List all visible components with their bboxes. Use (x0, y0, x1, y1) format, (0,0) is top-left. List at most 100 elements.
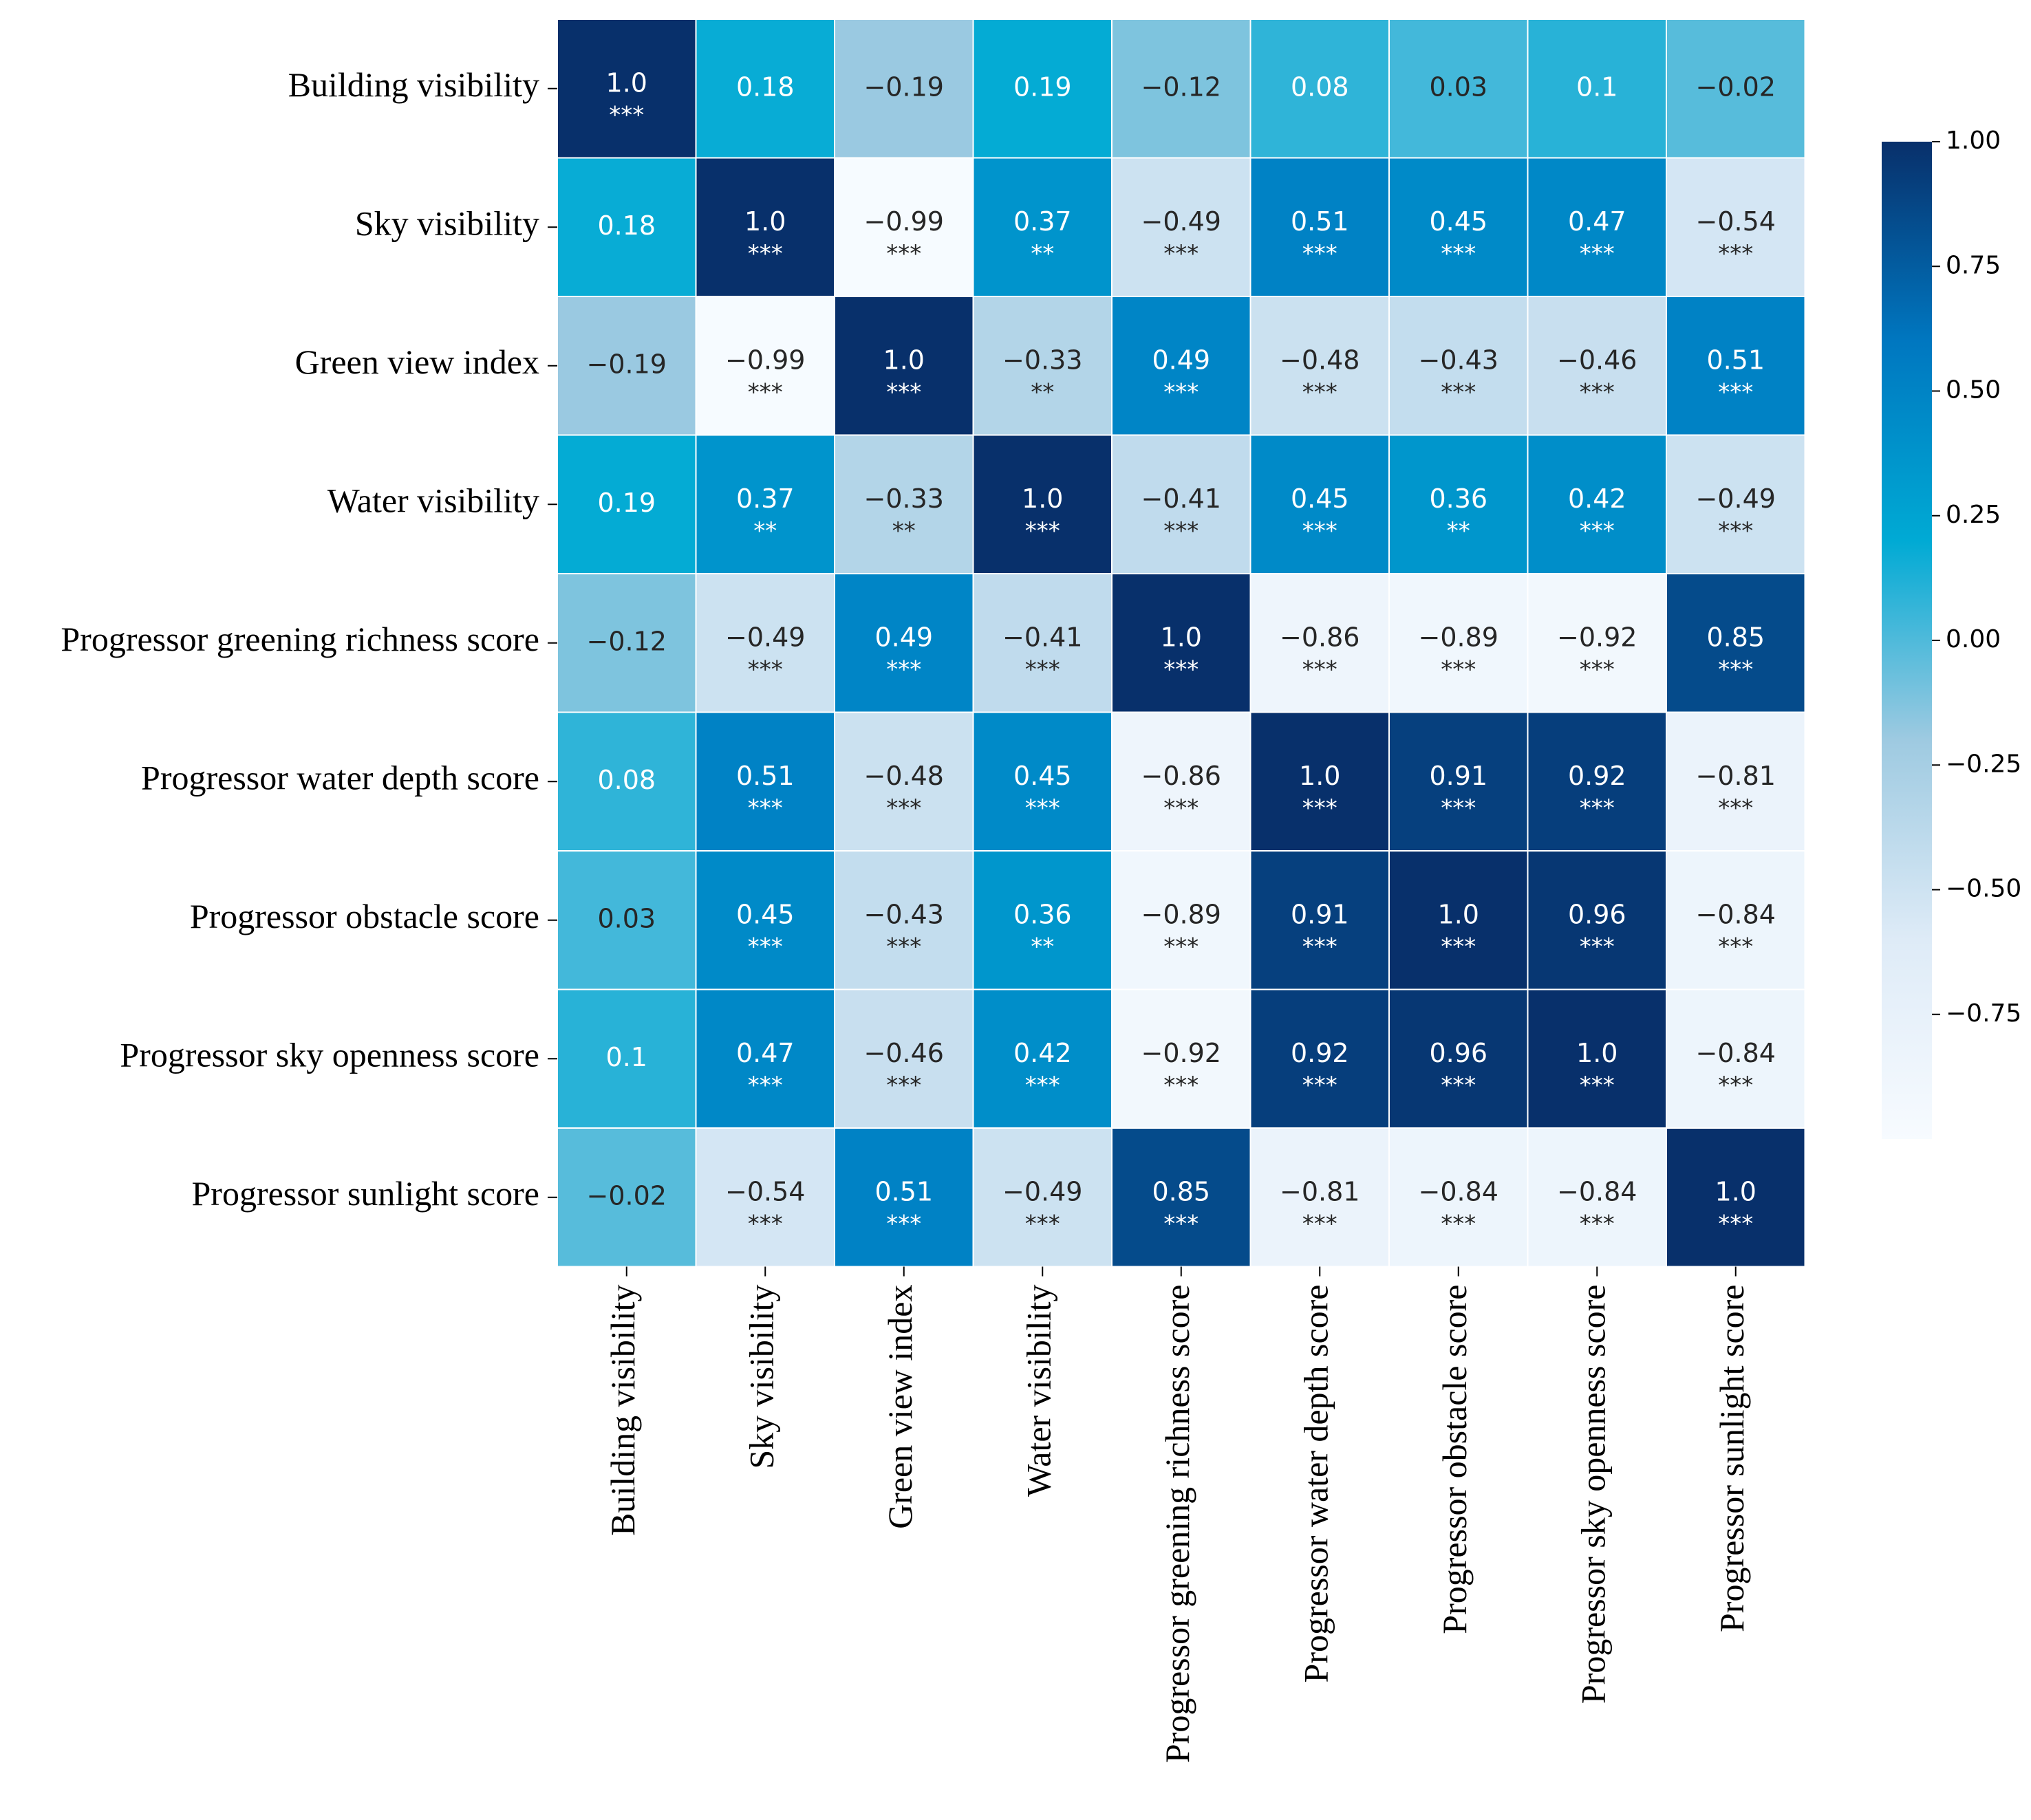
heatmap-cell (695, 573, 835, 713)
cell-significance-label: *** (1580, 517, 1615, 545)
cell-value-label: 0.49 (1152, 345, 1210, 375)
cell-value-label: 0.08 (597, 765, 656, 795)
cell-value-label: 0.37 (736, 484, 795, 514)
column-label: Progressor greening richness score (1158, 1285, 1196, 1764)
heatmap-cell (1666, 434, 1806, 574)
cell-value-label: 0.37 (1013, 206, 1072, 237)
colorbar-tick-label: 0.50 (1946, 376, 2001, 404)
heatmap-cell (834, 19, 974, 159)
heatmap-cell (972, 296, 1113, 436)
cell-value-label: −0.81 (1280, 1176, 1360, 1206)
cell-significance-label: *** (1718, 517, 1753, 545)
heatmap-cell (972, 988, 1113, 1129)
cell-significance-label: *** (1302, 1072, 1337, 1099)
cell-value-label: 0.47 (736, 1038, 795, 1068)
column-label: Water visibility (1020, 1285, 1058, 1497)
cell-significance-label: *** (1580, 240, 1615, 268)
row-label: Progressor sunlight score (192, 1174, 540, 1213)
cell-significance-label: *** (1163, 656, 1199, 683)
cell-value-label: 0.51 (736, 761, 795, 791)
cell-value-label: 0.51 (1706, 345, 1765, 375)
row-labels: Building visibility Sky visibility Green v… (61, 65, 557, 1213)
heatmap-cell (695, 711, 835, 852)
heatmap-cell (1388, 988, 1529, 1129)
cell-significance-label: *** (1441, 1210, 1476, 1237)
cell-value-label: 0.36 (1429, 484, 1487, 514)
cell-significance-label: *** (1441, 240, 1476, 268)
heatmap-cell (1527, 157, 1667, 297)
cell-value-label: 0.91 (1429, 761, 1487, 791)
cell-value-label: 1.0 (883, 345, 925, 375)
cell-value-label: −0.86 (1141, 761, 1221, 791)
heatmap-cell (557, 988, 697, 1129)
row-label: Sky visibility (355, 204, 539, 243)
heatmap-cell (1249, 1127, 1390, 1268)
column-label: Progressor sunlight score (1712, 1285, 1751, 1633)
cell-significance-label: *** (1302, 240, 1337, 268)
row-label: Progressor sky openness score (120, 1036, 539, 1074)
heatmap-cell (557, 850, 697, 990)
cell-significance-label: *** (1163, 933, 1199, 960)
colorbar-tick-label: 0.25 (1946, 501, 2001, 529)
cell-value-label: −0.33 (864, 484, 944, 514)
heatmap-cell (972, 157, 1113, 297)
cell-significance-label: *** (886, 240, 921, 268)
cell-significance-label: *** (1441, 933, 1476, 960)
heatmap-cell (972, 711, 1113, 852)
cell-significance-label: *** (748, 1210, 783, 1237)
cell-value-label: 0.18 (736, 72, 795, 102)
cell-value-label: −0.92 (1141, 1038, 1221, 1068)
cell-value-label: 0.1 (1576, 72, 1618, 102)
heatmap-cell (972, 573, 1113, 713)
heatmap-cell (1249, 988, 1390, 1129)
cell-significance-label: *** (886, 794, 921, 822)
column-label: Progressor sky openness score (1574, 1285, 1613, 1704)
cell-significance-label: *** (1025, 1210, 1060, 1237)
heatmap-cells: 1.0 *** 0.18 −0.19 0.19 −0.12 0.08 0.03 0.1 −0.02… (557, 19, 1806, 1268)
colorbar-gradient (1882, 142, 1932, 1139)
heatmap-cell (1111, 296, 1251, 436)
heatmap-cell (1388, 157, 1529, 297)
cell-value-label: −0.41 (1141, 484, 1221, 514)
cell-value-label: 1.0 (1576, 1038, 1618, 1068)
cell-value-label: 0.42 (1568, 484, 1626, 514)
heatmap-cell (557, 19, 697, 159)
heatmap-cell (1527, 850, 1667, 990)
row-label: Progressor greening richness score (61, 620, 539, 658)
row-label: Green view index (295, 343, 539, 381)
cell-significance-label: *** (886, 656, 921, 683)
cell-significance-label: *** (1718, 656, 1753, 683)
cell-value-label: 0.03 (1429, 72, 1487, 102)
cell-value-label: −0.92 (1557, 622, 1637, 652)
heatmap-cell (1666, 296, 1806, 436)
cell-value-label: −0.99 (725, 345, 805, 375)
heatmap-cell (1527, 711, 1667, 852)
cell-value-label: 0.49 (874, 622, 933, 652)
heatmap-cell (1111, 1127, 1251, 1268)
cell-value-label: 0.19 (597, 488, 656, 518)
row-label: Building visibility (288, 65, 539, 104)
cell-significance-label: *** (886, 378, 921, 406)
cell-value-label: −0.86 (1280, 622, 1360, 652)
heatmap-cell (1111, 157, 1251, 297)
heatmap-cell (972, 434, 1113, 574)
heatmap-cell (1666, 988, 1806, 1129)
row-label: Progressor water depth score (141, 759, 539, 797)
cell-value-label: −0.02 (587, 1180, 667, 1211)
cell-value-label: −0.49 (725, 622, 805, 652)
cell-value-label: 0.45 (1291, 484, 1349, 514)
cell-significance-label: *** (1580, 1210, 1615, 1237)
cell-value-label: 1.0 (1161, 622, 1202, 652)
cell-value-label: 0.08 (1291, 72, 1349, 102)
cell-significance-label: ** (1447, 517, 1470, 545)
cell-significance-label: *** (1441, 1072, 1476, 1099)
cell-significance-label: ** (892, 517, 916, 545)
cell-value-label: 0.51 (1291, 206, 1349, 237)
heatmap-cell (557, 157, 697, 297)
heatmap-cell (834, 573, 974, 713)
cell-value-label: −0.33 (1002, 345, 1082, 375)
cell-significance-label: *** (1302, 933, 1337, 960)
cell-value-label: −0.84 (1696, 1038, 1776, 1068)
cell-significance-label: *** (748, 1072, 783, 1099)
